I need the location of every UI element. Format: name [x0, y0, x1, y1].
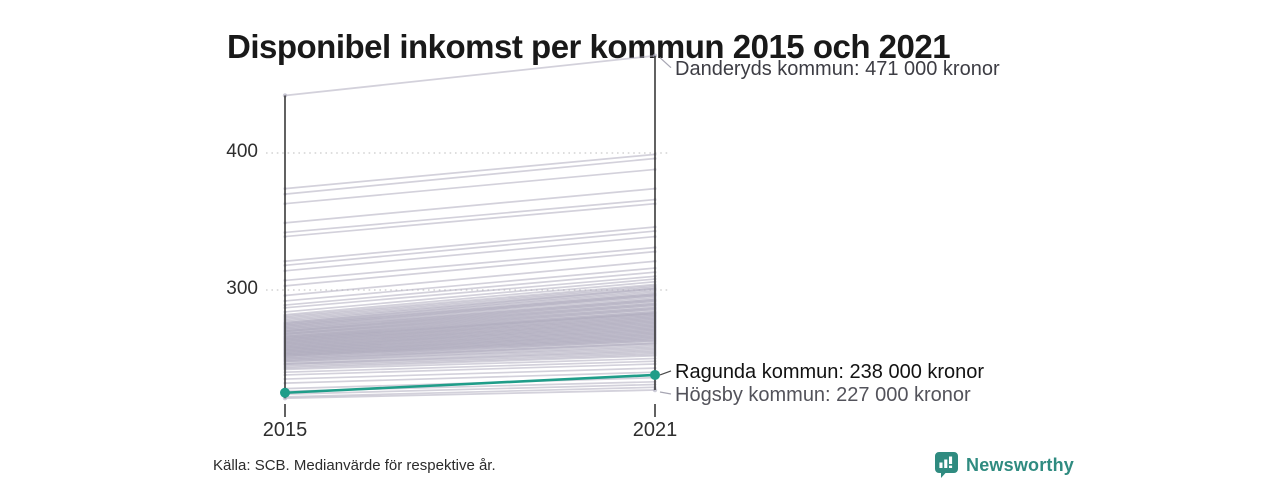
- newsworthy-brand: Newsworthy: [934, 451, 1074, 479]
- annotation-ragunda: Ragunda kommun: 238 000 kronor: [675, 360, 985, 383]
- x-axis-label-2015: 2015: [262, 419, 308, 441]
- x-axis-label-2021: 2021: [632, 419, 678, 441]
- newsworthy-logo-text: Newsworthy: [966, 454, 1075, 475]
- newsworthy-logo-icon: [935, 452, 958, 478]
- y-axis-tick-label-400: 400: [226, 141, 258, 162]
- source-note: Källa: SCB. Medianvärde för respektive å…: [213, 457, 496, 474]
- annotation-hogsby: Högsby kommun: 227 000 kronor: [675, 384, 971, 406]
- y-axis-tick-label-300: 300: [226, 278, 258, 299]
- annotation-danderyd: Danderyds kommun: 471 000 kronor: [675, 57, 1000, 80]
- chart-title: Disponibel inkomst per kommun 2015 och 2…: [227, 28, 951, 66]
